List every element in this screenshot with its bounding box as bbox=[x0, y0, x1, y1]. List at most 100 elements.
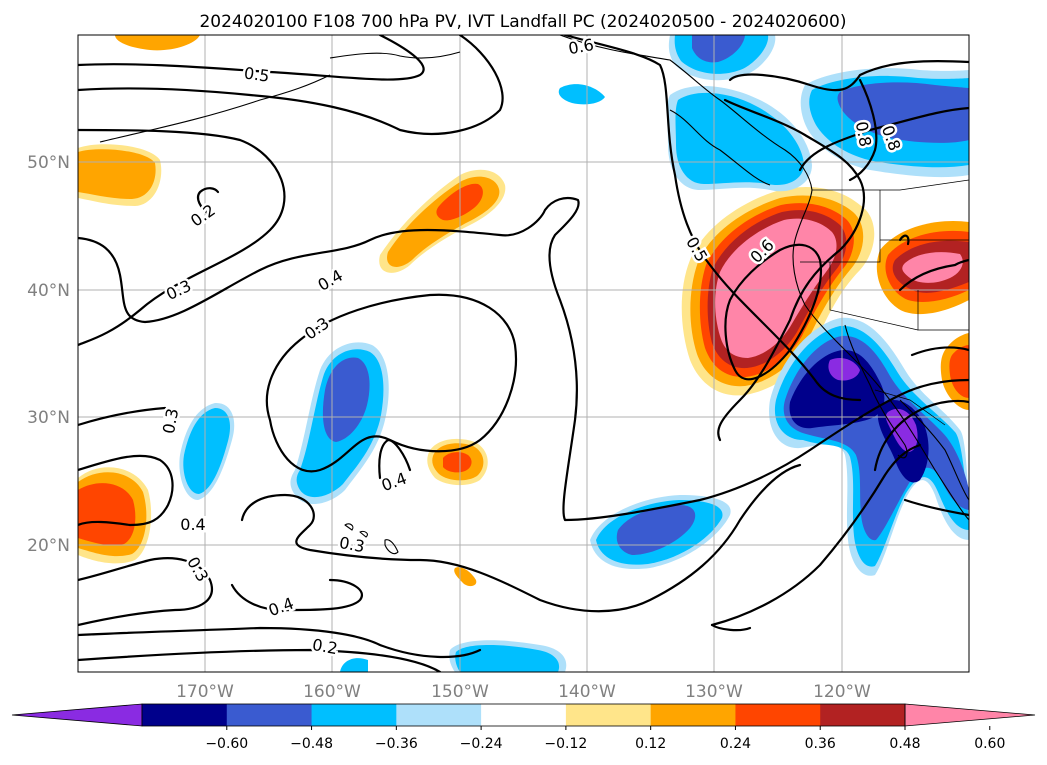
cool-blob-alaska bbox=[558, 84, 605, 105]
colorbar-tick-label: −0.12 bbox=[544, 736, 587, 752]
cool-blob-baja-navy bbox=[789, 349, 885, 429]
coastline-aleutians bbox=[329, 51, 461, 59]
border-state-4 bbox=[917, 290, 969, 331]
colorbar-tick-label: −0.36 bbox=[375, 736, 418, 752]
colorbar-tick-label: −0.48 bbox=[290, 736, 333, 752]
gridlines bbox=[78, 35, 969, 672]
colorbar-segment bbox=[311, 704, 397, 726]
contour-label: 0.5 bbox=[243, 63, 271, 85]
island-hawaii bbox=[384, 539, 399, 555]
warm-blob-top bbox=[115, 35, 200, 51]
coastlines bbox=[99, 35, 969, 555]
contour-0.2-small bbox=[196, 187, 220, 217]
contour-0.4-left bbox=[78, 128, 286, 347]
contour-0.3-main bbox=[78, 196, 969, 522]
island-maui bbox=[344, 523, 354, 531]
colorbar-segment bbox=[650, 704, 736, 726]
coastline-aleutian-chain bbox=[99, 74, 331, 143]
lat-label: 50°N bbox=[27, 153, 70, 173]
contour-0.4-west bbox=[78, 454, 174, 527]
cool-blob-top-royal bbox=[692, 35, 745, 63]
lat-label: 20°N bbox=[27, 536, 70, 556]
warm-blob-se-red bbox=[949, 345, 969, 398]
colorbar-tick-label: 0.60 bbox=[974, 736, 1005, 752]
map-frame bbox=[77, 34, 970, 673]
contour-0.3-tail bbox=[710, 623, 752, 632]
colorbar-segment bbox=[226, 704, 313, 726]
colorbar-segment bbox=[481, 704, 567, 726]
contour-0.4-small bbox=[378, 438, 412, 480]
cool-blob-west-sky bbox=[183, 408, 231, 494]
cool-blob-mex-violet bbox=[885, 408, 918, 452]
colorbar-outline bbox=[141, 703, 906, 727]
colorbar-tick-label: −0.60 bbox=[205, 736, 248, 752]
lat-axis: 50°N 40°N 30°N 20°N bbox=[27, 153, 70, 556]
contour-0.8-east bbox=[898, 258, 969, 292]
contour-0.8-ne bbox=[798, 106, 969, 172]
lon-label: 120°W bbox=[813, 682, 871, 702]
contour-label: 0.4 bbox=[180, 515, 205, 534]
cool-blob-central-royal bbox=[322, 357, 370, 442]
coastline-gulf-california bbox=[899, 399, 969, 501]
colorbar-segment bbox=[820, 704, 906, 726]
colorbar-tick-label: 0.24 bbox=[720, 736, 751, 752]
colorbar-segment bbox=[142, 704, 228, 726]
contour-0.3-se bbox=[710, 443, 922, 627]
contour-0.8-inner bbox=[848, 78, 878, 182]
colorbar-extend-high bbox=[904, 703, 1036, 727]
contour-0.4-closed bbox=[265, 293, 517, 473]
contour-0.2-bottom bbox=[78, 648, 442, 672]
coastline-north-america bbox=[559, 35, 969, 521]
colorbar: −0.60 −0.48 −0.36 −0.24 −0.12 0.12 0.24 0.36 0.4… bbox=[11, 703, 1036, 752]
colorbar-tick-label: 0.36 bbox=[805, 736, 836, 752]
colorbar-tick-label: 0.48 bbox=[889, 736, 920, 752]
cool-blob-baja-violet bbox=[828, 358, 860, 381]
lon-label: 160°W bbox=[303, 682, 361, 702]
warm-blob-pink bbox=[715, 218, 837, 358]
contour-0.3-south bbox=[240, 463, 802, 613]
lon-label: 140°W bbox=[558, 682, 616, 702]
colorbar-segment bbox=[735, 704, 821, 726]
colorbar-segment bbox=[565, 704, 652, 726]
coastline-baja bbox=[844, 324, 908, 459]
colorbar-tick-label: 0.12 bbox=[635, 736, 666, 752]
contour-0.4-se bbox=[873, 399, 969, 472]
pv-contours bbox=[78, 35, 969, 672]
cool-blob-bottom-small bbox=[340, 658, 368, 672]
colorbar-segment bbox=[396, 704, 482, 726]
lat-label: 40°N bbox=[27, 281, 70, 301]
negative-shading bbox=[179, 35, 969, 672]
warm-blob-nw-orange bbox=[78, 149, 156, 199]
border-state-2 bbox=[829, 262, 919, 331]
contour-0.3-sw bbox=[78, 557, 213, 627]
map-panel: 0.5 0.6 0.2 0.3 0.4 0.3 0.3 0.4 0.4 0.3 … bbox=[77, 34, 970, 673]
colorbar-tick-label: −0.24 bbox=[460, 736, 503, 752]
contour-0.2-south bbox=[78, 626, 482, 659]
contour-0.5-east bbox=[563, 35, 862, 402]
cool-blob-sub-royal bbox=[616, 505, 696, 555]
cool-blob-bottom-sky bbox=[455, 644, 560, 672]
island-oahu bbox=[359, 530, 368, 538]
colorbar-extend-low bbox=[11, 703, 143, 727]
contour-0.6-se bbox=[910, 346, 969, 357]
lon-axis: 170°W 160°W 150°W 140°W 130°W 120°W bbox=[176, 682, 871, 702]
lon-label: 130°W bbox=[685, 682, 743, 702]
contour-0.5-upper bbox=[78, 35, 504, 136]
border-state-3 bbox=[879, 190, 969, 241]
lat-label: 30°N bbox=[27, 408, 70, 428]
contour-0.3-west bbox=[78, 406, 167, 427]
border-canada-us bbox=[812, 179, 969, 191]
contour-0.6-ne bbox=[728, 59, 969, 92]
figure-title: 2024020100 F108 700 hPa PV, IVT Landfall… bbox=[199, 12, 846, 32]
contour-0.4-sw bbox=[230, 578, 363, 612]
warm-blob-small-red bbox=[443, 452, 472, 473]
warm-blob-sw-red bbox=[78, 483, 136, 546]
cool-blob-ne-royal bbox=[837, 82, 969, 143]
contour-0.8-small bbox=[898, 234, 910, 246]
coastline-bc-islands bbox=[669, 109, 771, 186]
contour-0.5-top bbox=[78, 35, 425, 81]
warm-blob-east-pink bbox=[902, 252, 963, 283]
lon-label: 150°W bbox=[431, 682, 489, 702]
contour-0.5-se bbox=[903, 498, 969, 517]
